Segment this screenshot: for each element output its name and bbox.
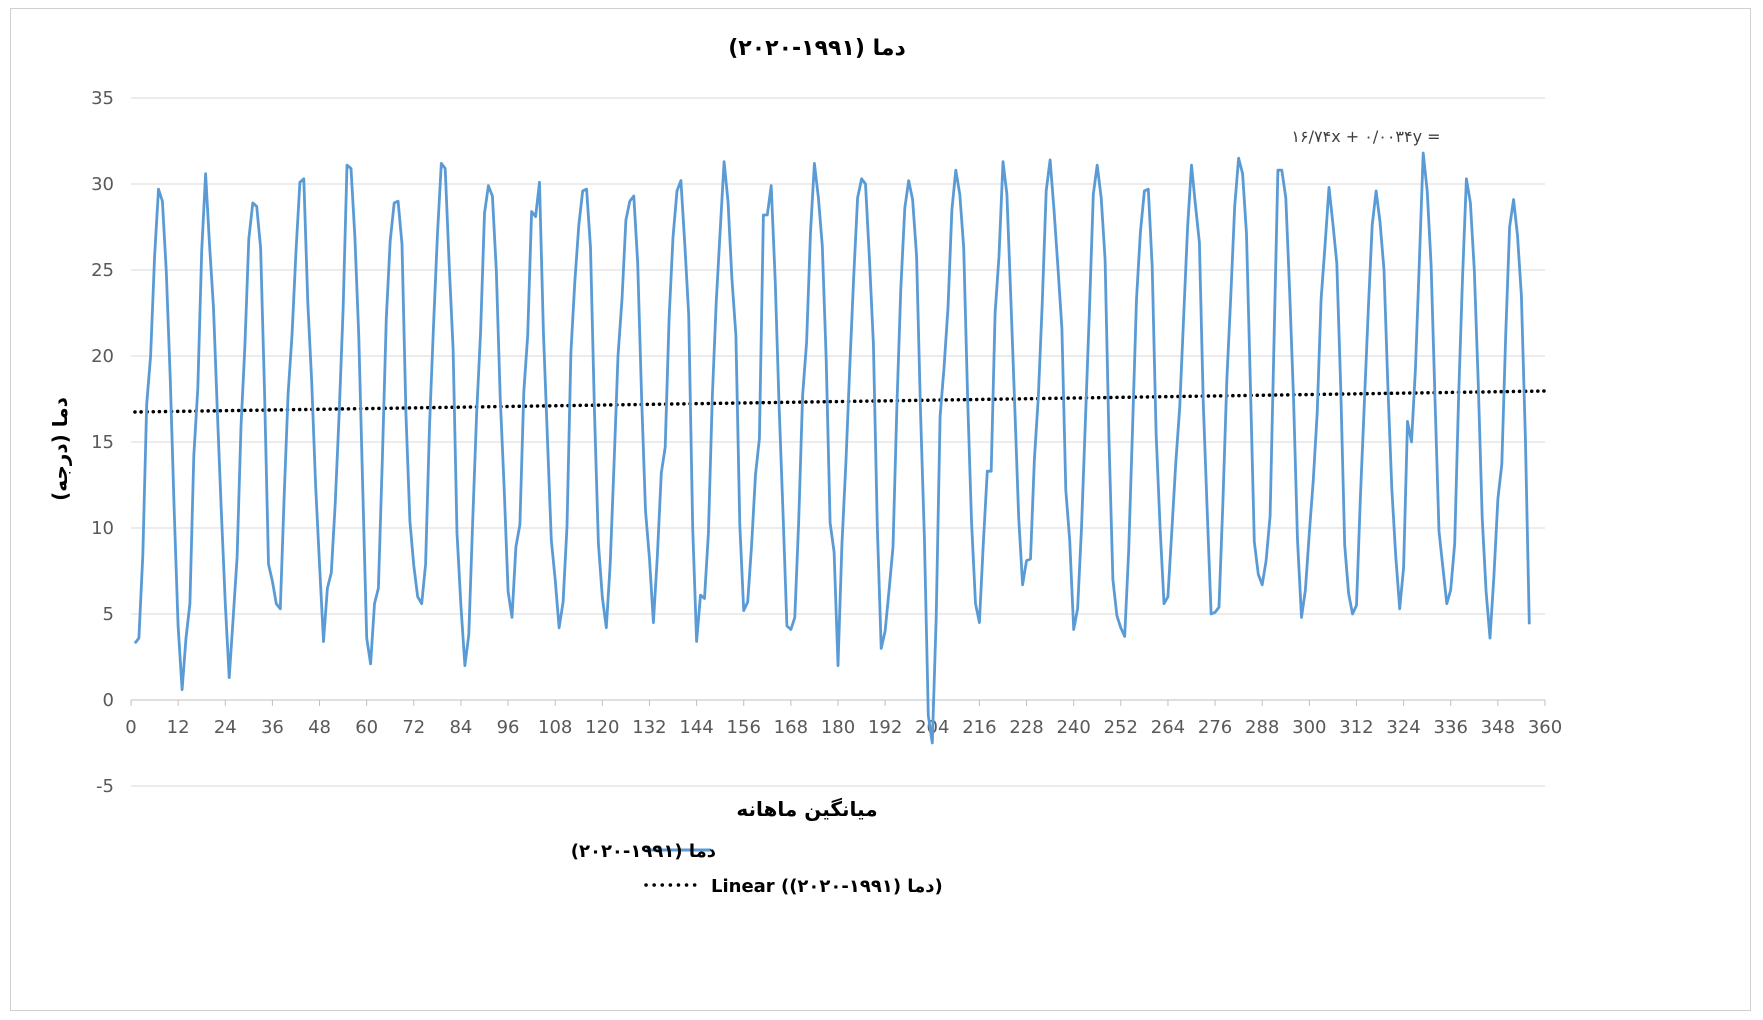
x-tick-label: 0 bbox=[125, 717, 136, 738]
x-tick-label: 348 bbox=[1481, 717, 1515, 738]
x-tick-label: 300 bbox=[1292, 717, 1326, 738]
x-tick-label: 12 bbox=[167, 717, 190, 738]
line-chart: -5 0 5 10 15 20 25 30 35 0 12 24 36 48 60 72 84 96 108 120… bbox=[48, 36, 1562, 897]
x-tick-label: 216 bbox=[962, 717, 996, 738]
y-tick-label: -5 bbox=[96, 776, 114, 797]
legend: دما (۱۹۹۱-۲۰۲۰) Linear (دما (۱۹۹۱-۲۰۲۰)) bbox=[571, 841, 943, 897]
x-tick-label: 240 bbox=[1056, 717, 1090, 738]
x-tick-label: 84 bbox=[449, 717, 472, 738]
x-tick-label: 336 bbox=[1434, 717, 1468, 738]
x-tick-label: 276 bbox=[1198, 717, 1232, 738]
chart-title: دما (۱۹۹۱-۲۰۲۰) bbox=[728, 36, 906, 61]
y-tick-label: 0 bbox=[103, 690, 114, 711]
x-tick-label: 312 bbox=[1339, 717, 1373, 738]
x-tick-label: 288 bbox=[1245, 717, 1279, 738]
y-tick-label: 5 bbox=[103, 604, 114, 625]
y-tick-label: 30 bbox=[91, 174, 114, 195]
x-tick-label: 156 bbox=[727, 717, 761, 738]
x-tick-label: 180 bbox=[821, 717, 855, 738]
legend-label-series: دما (۱۹۹۱-۲۰۲۰) bbox=[571, 841, 716, 862]
y-axis-ticks: -5 0 5 10 15 20 25 30 35 bbox=[91, 88, 114, 797]
y-tick-label: 15 bbox=[91, 432, 114, 453]
x-tick-label: 96 bbox=[497, 717, 520, 738]
x-tick-label: 108 bbox=[538, 717, 572, 738]
series-layer bbox=[133, 151, 1531, 745]
x-axis-title: میانگین ماهانه bbox=[736, 797, 877, 821]
legend-entry-trendline: Linear (دما (۱۹۹۱-۲۰۲۰)) bbox=[644, 876, 943, 897]
trendline-equation: ۱۶/۷۴x + ۰/۰۰۳۴y = bbox=[1291, 127, 1440, 146]
y-tick-label: 20 bbox=[91, 346, 114, 367]
chart-area: -5 0 5 10 15 20 25 30 35 0 12 24 36 48 60 72 84 96 108 120… bbox=[10, 8, 1751, 1011]
x-tick-label: 72 bbox=[402, 717, 425, 738]
trendline-series bbox=[133, 389, 1547, 414]
x-tick-label: 24 bbox=[214, 717, 237, 738]
gridlines bbox=[131, 97, 1545, 787]
legend-label-trendline: Linear (دما (۱۹۹۱-۲۰۲۰)) bbox=[711, 876, 943, 897]
x-tick-label: 168 bbox=[774, 717, 808, 738]
x-tick-label: 60 bbox=[355, 717, 378, 738]
x-tick-label: 192 bbox=[868, 717, 902, 738]
trendline-layer bbox=[133, 389, 1547, 414]
x-tick-label: 252 bbox=[1104, 717, 1138, 738]
y-tick-label: 25 bbox=[91, 260, 114, 281]
x-axis-ticks: 0 12 24 36 48 60 72 84 96 108 120 132 144 156 168 180 19… bbox=[125, 699, 1562, 738]
x-tick-label: 144 bbox=[679, 717, 713, 738]
y-axis-title: دما (درجه) bbox=[48, 397, 72, 501]
x-tick-label: 264 bbox=[1151, 717, 1185, 738]
x-tick-label: 132 bbox=[632, 717, 666, 738]
x-tick-label: 120 bbox=[585, 717, 619, 738]
x-tick-label: 48 bbox=[308, 717, 331, 738]
legend-entry-series: دما (۱۹۹۱-۲۰۲۰) bbox=[571, 841, 716, 862]
x-tick-label: 36 bbox=[261, 717, 284, 738]
x-tick-label: 324 bbox=[1386, 717, 1420, 738]
y-tick-label: 35 bbox=[91, 88, 114, 109]
x-tick-label: 360 bbox=[1528, 717, 1562, 738]
y-tick-label: 10 bbox=[91, 518, 114, 539]
x-tick-label: 228 bbox=[1009, 717, 1043, 738]
series-line-temperature bbox=[133, 151, 1531, 745]
